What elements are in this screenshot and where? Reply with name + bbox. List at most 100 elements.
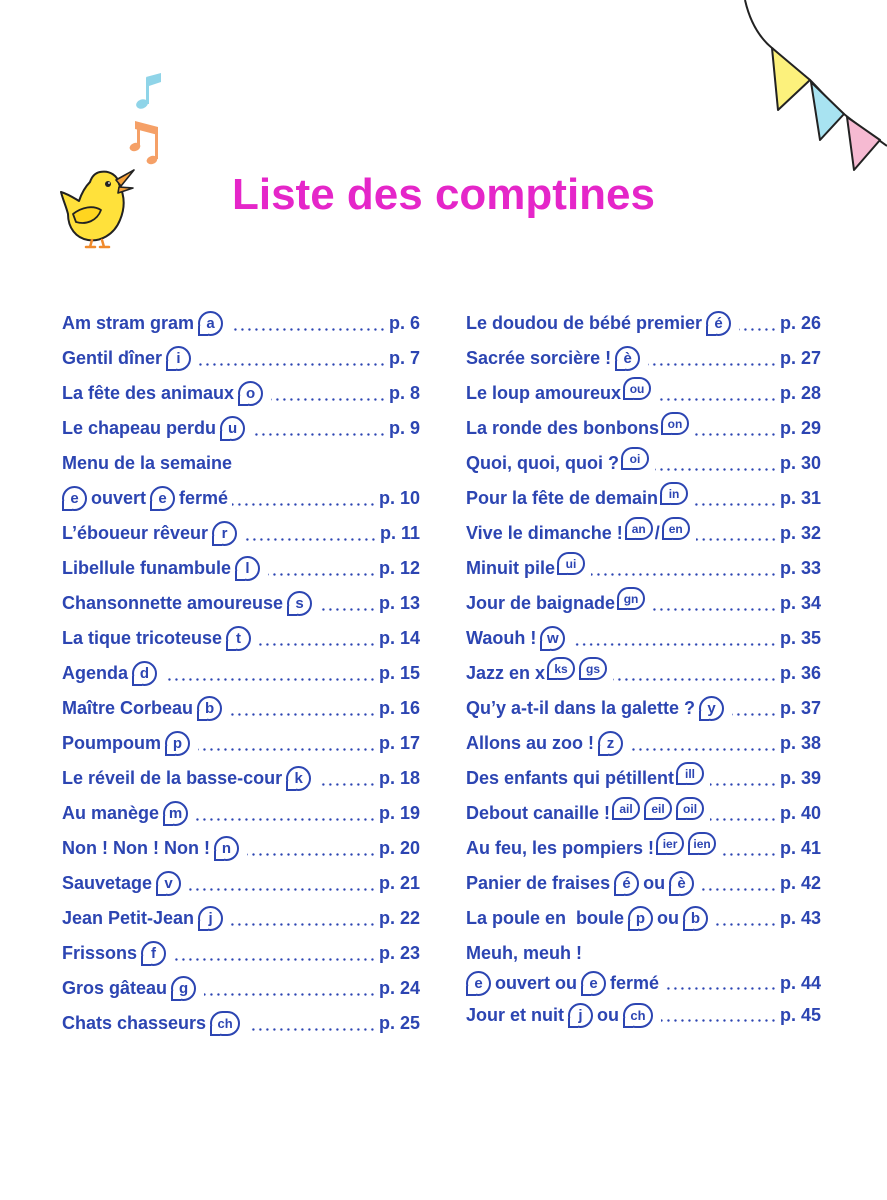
entry-title: Jour de baignade <box>466 593 616 613</box>
entry-title: Menu de la semaine <box>62 453 233 473</box>
page-number: p. 43 <box>779 908 821 928</box>
toc-entry: Qu’y a-t-il dans la galette ? y p. 37 <box>466 691 821 726</box>
page-number: p. 27 <box>779 348 821 368</box>
entry-text: ouvert <box>91 488 147 508</box>
dot-leader <box>246 852 376 856</box>
page-number: p. 36 <box>779 663 821 683</box>
dot-leader <box>165 677 376 681</box>
sound-bubble: b <box>683 906 709 931</box>
sound-bubble: e <box>581 970 607 996</box>
page-number: p. 39 <box>779 768 821 788</box>
toc-entry: Jour et nuit j ou ch p. 45 <box>466 996 821 1034</box>
sound-bubble: e <box>62 486 87 511</box>
sound-bubble: e <box>150 486 176 511</box>
dot-leader <box>722 852 777 856</box>
entry-title: Au feu, les pompiers ! <box>466 838 655 858</box>
sound-bubble: f <box>141 941 167 966</box>
page-number: p. 24 <box>378 978 420 998</box>
page-number: p. 31 <box>779 488 821 508</box>
toc-entry: Vive le dimanche ! an / en p. 32 <box>466 516 821 551</box>
toc-entry: Jour de baignade gn p. 34 <box>466 586 821 621</box>
entry-title: Sacrée sorcière ! <box>466 348 612 368</box>
sound-bubble: ien <box>688 832 717 855</box>
entry-title: Waouh ! <box>466 628 537 648</box>
sound-bubble: in <box>660 482 689 505</box>
toc-entry: Menu de la semaine <box>62 446 420 481</box>
entry-text: ou <box>643 873 666 893</box>
entry-text: ou <box>597 1004 619 1025</box>
toc-entry: Pour la fête de demain in p. 31 <box>466 481 821 516</box>
page-number: p. 40 <box>779 803 821 823</box>
page-number: p. 35 <box>779 628 821 648</box>
entry-title: Le loup amoureux <box>466 383 622 403</box>
toc-entry: Sacrée sorcière ! è p. 27 <box>466 341 821 376</box>
dot-leader <box>651 607 777 611</box>
entry-title: Jazz en x <box>466 663 546 683</box>
sound-bubble: an <box>624 517 653 540</box>
dot-leader <box>253 432 386 436</box>
toc-entry: La poule en boule p ou b p. 43 <box>466 901 821 936</box>
toc-entry: Panier de fraises é ou è p. 42 <box>466 866 821 901</box>
dot-leader <box>268 572 376 576</box>
page-number: p. 13 <box>378 593 420 613</box>
music-note-icon <box>136 73 161 109</box>
dot-leader <box>739 327 777 331</box>
toc-entry: L’éboueur rêveur r p. 11 <box>62 516 420 551</box>
dot-leader <box>199 362 386 366</box>
sound-bubble: ill <box>676 762 705 785</box>
sound-bubble: y <box>699 696 725 721</box>
dot-leader <box>198 747 376 751</box>
toc-entry: Gros gâteau g p. 24 <box>62 971 420 1006</box>
entry-title: Jour et nuit <box>466 1004 564 1025</box>
entry-title: Le réveil de la basse-cour <box>62 768 283 788</box>
toc-entry: e ouvert ou e fermé p. 44 <box>466 970 821 996</box>
sound-bubble: j <box>568 1002 593 1028</box>
sound-bubble: j <box>198 906 224 931</box>
sound-bubble: ch <box>210 1011 241 1036</box>
entry-title: Maître Corbeau <box>62 698 194 718</box>
toc-entry: Meuh, meuh ! <box>466 936 821 970</box>
toc-entry: La tique tricoteuse t p. 14 <box>62 621 420 656</box>
entry-title: La poule en boule <box>466 908 625 928</box>
toc-entry: Sauvetage v p. 21 <box>62 866 420 901</box>
sound-bubble: ou <box>623 377 652 400</box>
sound-bubble: è <box>669 871 695 896</box>
dot-leader <box>320 607 376 611</box>
flag-blue <box>810 81 845 141</box>
page-number: p. 14 <box>378 628 420 648</box>
entry-title: Quoi, quoi, quoi ? <box>466 453 619 473</box>
entry-title: Chansonnette amoureuse <box>62 593 284 613</box>
dot-leader <box>695 432 777 436</box>
sound-bubble: r <box>212 521 238 546</box>
dot-leader <box>573 642 777 646</box>
toc-entry: Jazz en x ks gs p. 36 <box>466 656 821 691</box>
page-number: p. 41 <box>779 838 821 858</box>
sound-bubble: è <box>615 346 641 371</box>
page-number: p. 23 <box>378 943 420 963</box>
page-number: p. 15 <box>378 663 420 683</box>
toc-column-left: Am stram gram a p. 6 Gentil dîner i p. 7 La fê… <box>62 306 420 1041</box>
page-number: p. 10 <box>378 488 420 508</box>
dot-leader <box>694 502 777 506</box>
toc-entry: Debout canaille ! ail eil oil p. 40 <box>466 796 821 831</box>
music-note-icon <box>129 121 158 165</box>
page-number: p. 37 <box>779 698 821 718</box>
dot-leader <box>204 992 376 996</box>
page-number: p. 7 <box>388 348 420 368</box>
toc-entry: Frissons f p. 23 <box>62 936 420 971</box>
sound-bubble: k <box>286 766 312 791</box>
page-number: p. 22 <box>378 908 420 928</box>
page-number: p. 21 <box>378 873 420 893</box>
sound-bubble: on <box>661 412 690 435</box>
entry-title: Des enfants qui pétillent <box>466 768 675 788</box>
chick-icon <box>60 73 161 249</box>
page-number: p. 32 <box>779 523 821 543</box>
dot-leader <box>648 362 777 366</box>
entry-title: Le doudou de bébé premier <box>466 313 703 333</box>
dot-leader <box>271 397 386 401</box>
entry-title: La tique tricoteuse <box>62 628 223 648</box>
sound-bubble: o <box>238 381 264 406</box>
page-number: p. 42 <box>779 873 821 893</box>
entry-text: ouvert ou <box>495 972 578 993</box>
entry-title: Jean Petit-Jean <box>62 908 195 928</box>
